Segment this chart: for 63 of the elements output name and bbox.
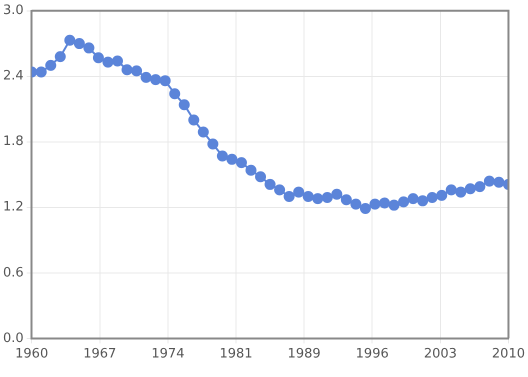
point xyxy=(178,99,190,110)
x-tick-label: 1981 xyxy=(219,346,253,362)
y-tick-label: 1.2 xyxy=(2,200,24,215)
point xyxy=(74,38,85,50)
x-tick-label: 2010 xyxy=(492,346,526,362)
point xyxy=(245,164,256,176)
point xyxy=(388,200,400,211)
point xyxy=(436,190,448,201)
point xyxy=(312,193,324,204)
point xyxy=(198,126,209,138)
x-tick-label: 1967 xyxy=(83,346,116,362)
point xyxy=(226,154,238,165)
point xyxy=(398,196,410,208)
y-tick-label: 0.6 xyxy=(2,265,24,280)
point xyxy=(331,188,342,200)
point xyxy=(408,193,419,204)
point xyxy=(112,56,123,67)
x-tick-label: 2003 xyxy=(424,346,457,362)
point xyxy=(255,171,266,182)
point xyxy=(54,51,66,62)
point xyxy=(36,66,47,78)
point xyxy=(455,186,466,198)
point xyxy=(188,114,200,126)
y-tick-label: 3.0 xyxy=(2,3,24,18)
point xyxy=(293,186,304,198)
point xyxy=(140,72,152,83)
y-tick-label: 0.0 xyxy=(2,330,24,346)
point xyxy=(150,74,162,86)
point xyxy=(236,157,247,168)
x-tick-label: 1974 xyxy=(151,346,184,362)
point xyxy=(64,34,76,46)
point xyxy=(216,150,228,162)
y-tick-label: 2.4 xyxy=(2,68,24,84)
point xyxy=(169,88,180,100)
point xyxy=(369,198,380,210)
x-tick-label: 1996 xyxy=(356,346,389,362)
point xyxy=(493,176,504,188)
point xyxy=(340,194,352,206)
point xyxy=(92,52,104,64)
point xyxy=(45,60,56,71)
point xyxy=(122,64,133,76)
point xyxy=(284,190,295,202)
point xyxy=(131,65,142,76)
x-tick-label: 1989 xyxy=(288,346,321,362)
point xyxy=(274,184,286,196)
point xyxy=(446,184,457,196)
point xyxy=(417,195,428,206)
point xyxy=(207,138,218,150)
point xyxy=(264,178,276,190)
point xyxy=(464,183,476,194)
x-tick-label: 1960 xyxy=(15,346,48,362)
point xyxy=(102,56,114,68)
point xyxy=(484,176,495,187)
point xyxy=(360,202,371,214)
point xyxy=(378,197,390,208)
point xyxy=(302,190,314,202)
point xyxy=(322,192,333,204)
y-tick-label: 1.8 xyxy=(2,134,24,150)
point xyxy=(83,42,94,54)
point xyxy=(474,181,486,192)
point xyxy=(426,192,438,204)
point xyxy=(160,75,171,86)
point xyxy=(350,198,362,210)
